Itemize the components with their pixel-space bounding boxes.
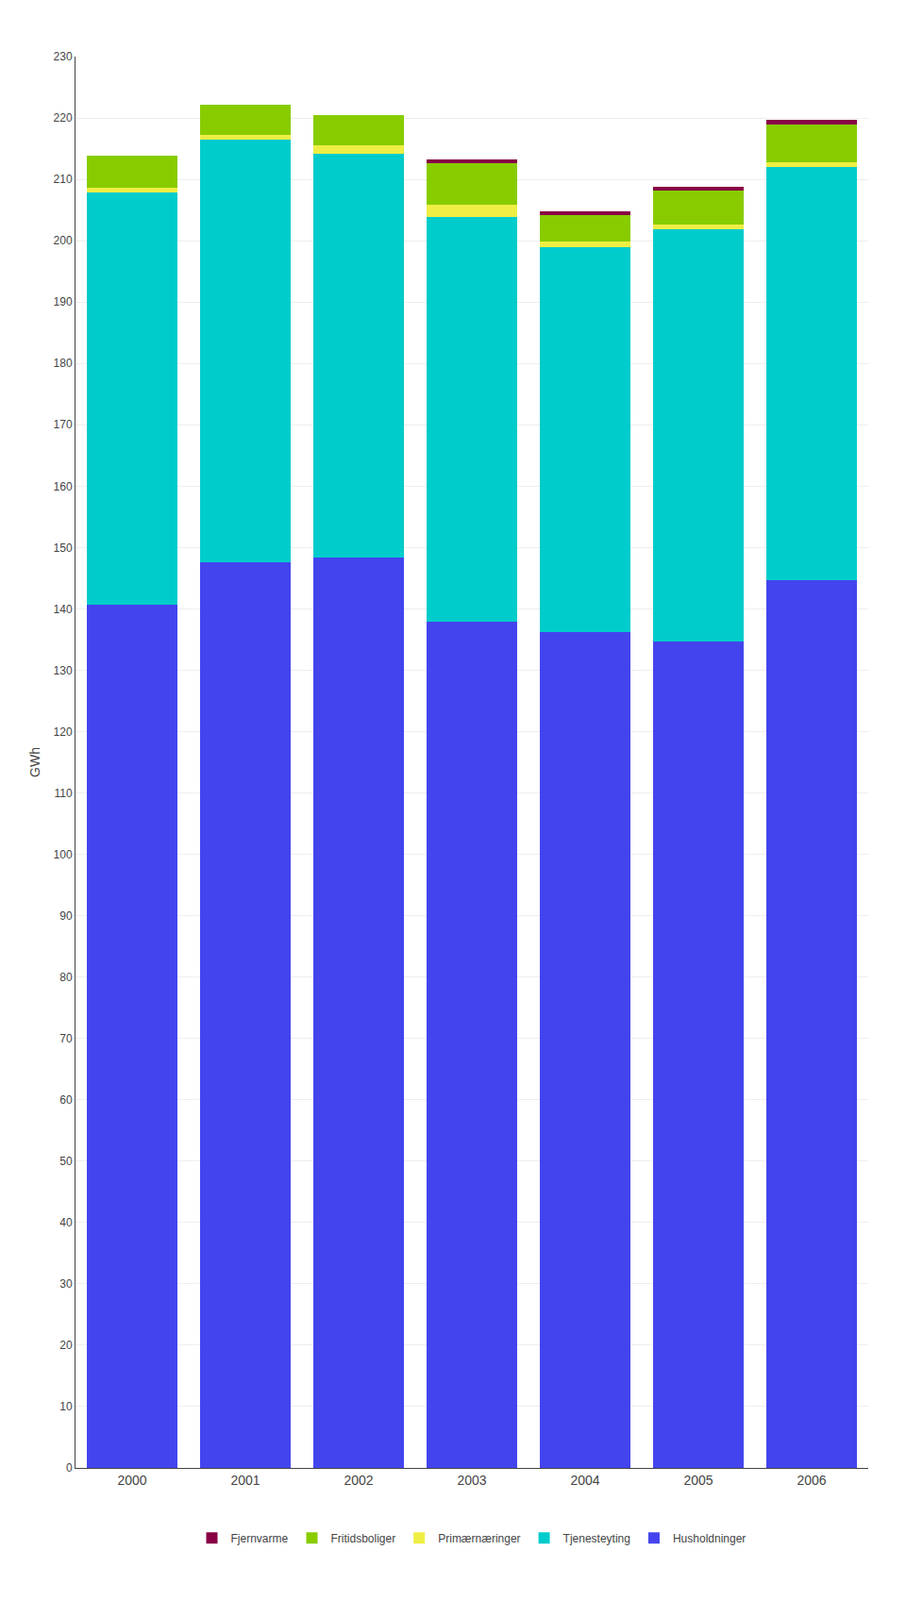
svg-text:60: 60: [59, 1093, 73, 1108]
svg-text:120: 120: [53, 725, 73, 739]
svg-text:210: 210: [53, 172, 73, 186]
svg-text:170: 170: [53, 418, 73, 432]
svg-text:180: 180: [53, 356, 73, 370]
svg-text:2000: 2000: [117, 1473, 147, 1489]
svg-text:100: 100: [53, 848, 73, 862]
svg-text:110: 110: [53, 787, 72, 801]
svg-text:2004: 2004: [570, 1473, 600, 1489]
svg-text:10: 10: [59, 1400, 73, 1414]
svg-text:2006: 2006: [796, 1473, 826, 1489]
svg-text:Tjenesteyting: Tjenesteyting: [563, 1532, 631, 1546]
svg-text:Primærnæringer: Primærnæringer: [437, 1532, 521, 1546]
svg-text:220: 220: [53, 111, 73, 125]
svg-text:80: 80: [59, 971, 73, 985]
svg-text:2005: 2005: [683, 1473, 713, 1489]
svg-text:160: 160: [53, 480, 73, 494]
svg-text:30: 30: [59, 1277, 73, 1292]
svg-text:20: 20: [59, 1339, 73, 1353]
svg-text:GWh: GWh: [27, 747, 43, 778]
svg-text:Fritidsboliger: Fritidsboliger: [331, 1532, 397, 1546]
svg-text:50: 50: [59, 1155, 73, 1169]
svg-text:140: 140: [53, 603, 73, 617]
svg-text:230: 230: [53, 50, 73, 64]
svg-text:Fjernvarme: Fjernvarme: [231, 1532, 289, 1546]
svg-text:200: 200: [53, 234, 73, 248]
svg-text:70: 70: [59, 1032, 73, 1046]
svg-text:150: 150: [53, 541, 73, 555]
svg-text:0: 0: [66, 1461, 73, 1476]
svg-text:90: 90: [59, 909, 73, 923]
svg-text:Husholdninger: Husholdninger: [672, 1532, 746, 1546]
svg-text:2002: 2002: [343, 1473, 373, 1489]
svg-text:2001: 2001: [230, 1473, 260, 1489]
svg-text:130: 130: [53, 664, 73, 678]
svg-text:190: 190: [53, 295, 73, 309]
svg-text:2003: 2003: [456, 1473, 487, 1489]
svg-text:40: 40: [59, 1216, 73, 1230]
